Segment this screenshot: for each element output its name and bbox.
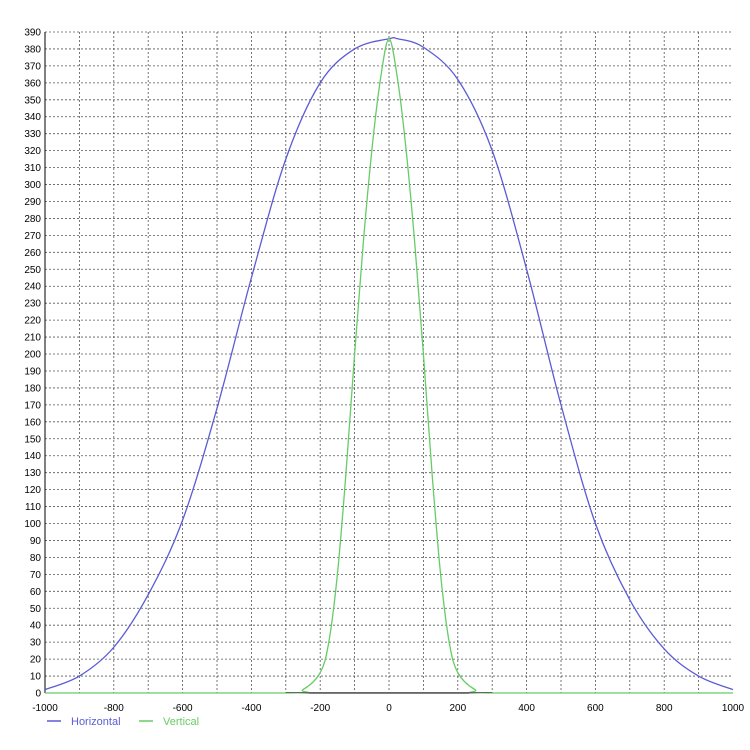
y-tick-label: 40 xyxy=(30,621,42,632)
y-tick-label: 150 xyxy=(24,434,41,445)
y-tick-label: 320 xyxy=(24,146,41,157)
y-tick-label: 300 xyxy=(24,180,41,191)
y-tick-label: 70 xyxy=(30,570,42,581)
y-tick-label: 290 xyxy=(24,197,41,208)
x-tick-label: -400 xyxy=(241,703,261,714)
y-tick-label: 130 xyxy=(24,468,41,479)
y-tick-label: 0 xyxy=(35,689,41,700)
y-tick-label: 230 xyxy=(24,299,41,310)
y-tick-label: 100 xyxy=(24,519,41,530)
y-tick-label: 210 xyxy=(24,333,41,344)
y-tick-label: 390 xyxy=(24,28,41,39)
y-tick-label: 80 xyxy=(30,553,42,564)
y-tick-label: 310 xyxy=(24,163,41,174)
x-tick-label: -600 xyxy=(173,703,193,714)
y-tick-label: 120 xyxy=(24,485,41,496)
y-tick-label: 170 xyxy=(24,400,41,411)
y-tick-label: 180 xyxy=(24,383,41,394)
series-line-horizontal xyxy=(44,36,734,691)
y-tick-label: 30 xyxy=(30,638,42,649)
y-tick-label: 200 xyxy=(24,350,41,361)
x-tick-label: 800 xyxy=(656,703,673,714)
y-tick-label: 10 xyxy=(30,672,42,683)
y-tick-label: 330 xyxy=(24,129,41,140)
x-tick-label: -800 xyxy=(104,703,124,714)
x-tick-label: 0 xyxy=(386,703,392,714)
x-tick-label: 400 xyxy=(518,703,535,714)
y-tick-label: 90 xyxy=(30,536,42,547)
legend: Horizontal Vertical xyxy=(47,716,199,728)
x-tick-label: 1000 xyxy=(722,703,745,714)
x-tick-label: -200 xyxy=(310,703,330,714)
x-tick-label: -1000 xyxy=(32,703,58,714)
y-tick-label: 160 xyxy=(24,417,41,428)
y-tick-label: 190 xyxy=(24,366,41,377)
y-tick-label: 260 xyxy=(24,248,41,259)
y-tick-label: 240 xyxy=(24,282,41,293)
y-tick-label: 250 xyxy=(24,265,41,276)
y-tick-label: 110 xyxy=(25,502,41,513)
y-tick-label: 360 xyxy=(24,78,41,89)
y-tick-label: 50 xyxy=(30,604,42,615)
x-tick-label: 200 xyxy=(449,703,466,714)
y-tick-label: 220 xyxy=(24,316,41,327)
y-tick-label: 270 xyxy=(24,231,41,242)
series-line-vertical xyxy=(44,38,733,694)
legend-label-vertical: Vertical xyxy=(163,716,199,728)
y-tick-label: 140 xyxy=(24,451,41,462)
series-lines xyxy=(44,36,734,694)
y-tick-label: 20 xyxy=(30,655,42,666)
x-tick-label: 600 xyxy=(587,703,604,714)
y-tick-label: 60 xyxy=(30,587,42,598)
y-tick-label: 370 xyxy=(24,61,41,72)
y-tick-labels: 0 10 20 30 40 50 60 70 80 90 100 110 120 130 140 150 160… xyxy=(24,28,41,700)
legend-label-horizontal: Horizontal xyxy=(71,716,121,728)
y-tick-label: 280 xyxy=(24,214,41,225)
x-tick-labels: -1000 -800 -600 -400 -200 0 200 400 600 800 1000 xyxy=(32,703,744,714)
grid xyxy=(45,31,733,693)
y-tick-label: 350 xyxy=(24,95,41,106)
y-tick-label: 340 xyxy=(24,112,41,123)
y-tick-label: 380 xyxy=(24,44,41,55)
